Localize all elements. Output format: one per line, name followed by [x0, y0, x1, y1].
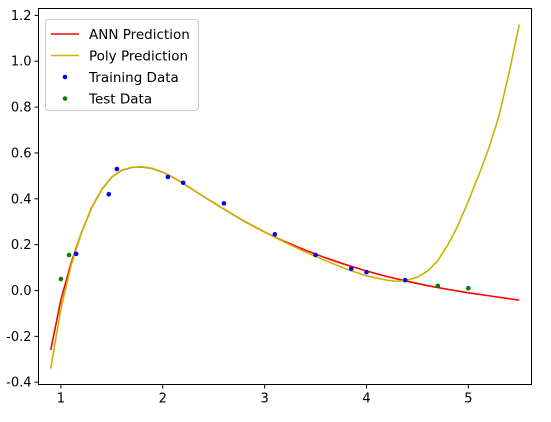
data-point [364, 269, 369, 275]
legend-label: Poly Prediction [89, 48, 188, 64]
y-tick-label: 1.0 [11, 55, 32, 70]
x-tick-label: 5 [464, 392, 472, 407]
x-tick-label: 3 [260, 392, 268, 407]
y-tick-label: 0.8 [11, 101, 32, 116]
data-point [272, 232, 278, 237]
data-point [73, 251, 79, 257]
legend-label: Training Data [88, 70, 179, 86]
y-tick-label: 0.0 [11, 284, 32, 299]
data-point [114, 166, 120, 172]
y-tick-label: 0.4 [11, 192, 32, 207]
data-point [313, 252, 318, 258]
data-point [165, 174, 171, 180]
data-point [435, 283, 441, 289]
data-point [348, 266, 354, 272]
data-point [106, 191, 112, 197]
x-tick-label: 4 [362, 392, 370, 407]
data-point [221, 201, 227, 206]
data-point [66, 252, 72, 258]
series-line-1 [49, 24, 521, 369]
y-tick-label: -0.2 [6, 330, 31, 345]
series-line-0 [49, 166, 520, 351]
axes-layer: 1 2 3 4 5 -0.4 -0.2 0.0 0.2 0.4 0.6 0.8 1.0 1.2 [6, 9, 472, 407]
series-layer [49, 24, 521, 369]
legend-box [45, 19, 199, 111]
y-tick-label: 0.2 [11, 238, 32, 253]
data-point [180, 180, 186, 186]
plot-frame [38, 8, 532, 385]
legend-dot-marker [62, 74, 68, 80]
legend-label: ANN Prediction [89, 27, 190, 43]
data-point [466, 285, 471, 291]
x-tick-label: 2 [159, 392, 167, 407]
data-point [58, 276, 64, 282]
legend: ANN Prediction Poly Prediction Training Da… [45, 19, 199, 111]
y-tick-label: 0.6 [11, 146, 32, 161]
legend-dot-marker [62, 96, 68, 101]
data-point [402, 277, 408, 283]
y-tick-label: 1.2 [11, 9, 32, 24]
x-tick-label: 1 [57, 392, 65, 407]
y-tick-label: -0.4 [6, 376, 31, 391]
legend-label: Test Data [88, 91, 152, 107]
